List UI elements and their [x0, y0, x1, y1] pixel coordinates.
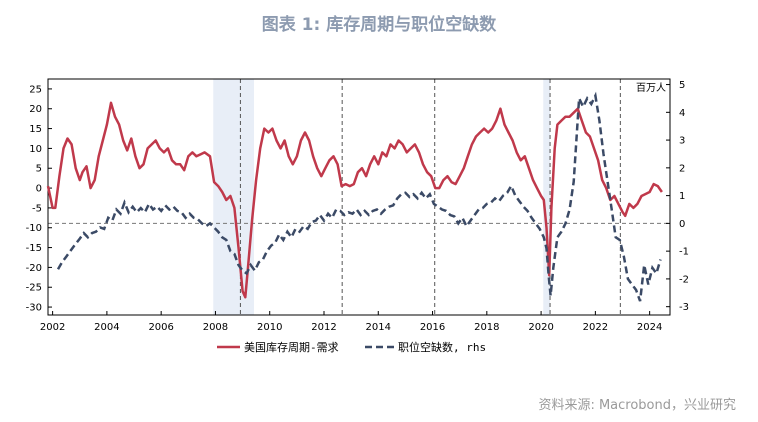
right-tick-label: 2 — [679, 163, 685, 174]
x-tick-label: 2014 — [366, 322, 391, 333]
right-tick-label: -1 — [679, 247, 689, 258]
left-tick-label: 15 — [29, 124, 42, 135]
series-line-inventory-cycle — [46, 101, 663, 299]
left-tick-label: -10 — [26, 223, 42, 234]
left-tick-label: -30 — [26, 303, 42, 314]
x-tick-label: 2006 — [148, 322, 173, 333]
right-tick-label: -2 — [679, 274, 689, 285]
left-tick-label: 5 — [36, 164, 42, 175]
x-tick-label: 2024 — [637, 322, 662, 333]
right-axis: 5 4 3 2 1 0 -1 -2 -3 — [666, 80, 689, 313]
right-tick-label: 5 — [679, 80, 685, 91]
recession-band-1 — [543, 79, 551, 315]
right-tick-label: 0 — [679, 219, 685, 230]
left-tick-label: -5 — [32, 203, 42, 214]
right-tick-label: 3 — [679, 136, 685, 147]
series-line-job-openings — [56, 91, 662, 302]
x-tick-label: 2016 — [420, 322, 445, 333]
left-tick-label: -20 — [26, 263, 42, 274]
plot-frame — [47, 78, 671, 316]
x-tick-label: 2008 — [203, 322, 228, 333]
left-tick-label: 10 — [29, 144, 42, 155]
legend-label-series-1: 美国库存周期-需求 — [244, 340, 339, 354]
legend: 美国库存周期-需求 职位空缺数, rhs — [217, 340, 486, 354]
left-tick-label: 25 — [29, 84, 42, 95]
right-tick-label: -3 — [679, 302, 689, 313]
right-tick-label: 4 — [679, 108, 685, 119]
left-tick-label: -15 — [26, 243, 42, 254]
x-tick-label: 2018 — [474, 322, 499, 333]
x-tick-label: 2022 — [583, 322, 608, 333]
right-axis-unit-label: 百万人 — [636, 82, 666, 94]
right-tick-label: 1 — [679, 191, 685, 202]
source-note: 资料来源: Macrobond，兴业研究 — [538, 398, 736, 413]
chart-title: 图表 1: 库存周期与职位空缺数 — [261, 15, 497, 35]
left-tick-label: 0 — [36, 184, 42, 195]
x-tick-label: 2010 — [257, 322, 282, 333]
x-tick-label: 2002 — [40, 322, 65, 333]
left-tick-label: 20 — [29, 104, 42, 115]
x-tick-label: 2020 — [528, 322, 553, 333]
left-tick-label: -25 — [26, 283, 42, 294]
x-tick-label: 2012 — [311, 322, 336, 333]
legend-label-series-2: 职位空缺数, rhs — [398, 340, 486, 354]
x-axis: 2002 2004 2006 2008 2010 2012 2014 2016 2018 2020… — [40, 311, 662, 333]
x-tick-label: 2004 — [94, 322, 119, 333]
left-axis: 25 20 15 10 5 0 -5 -10 -15 -20 -25 -30 — [26, 84, 52, 314]
